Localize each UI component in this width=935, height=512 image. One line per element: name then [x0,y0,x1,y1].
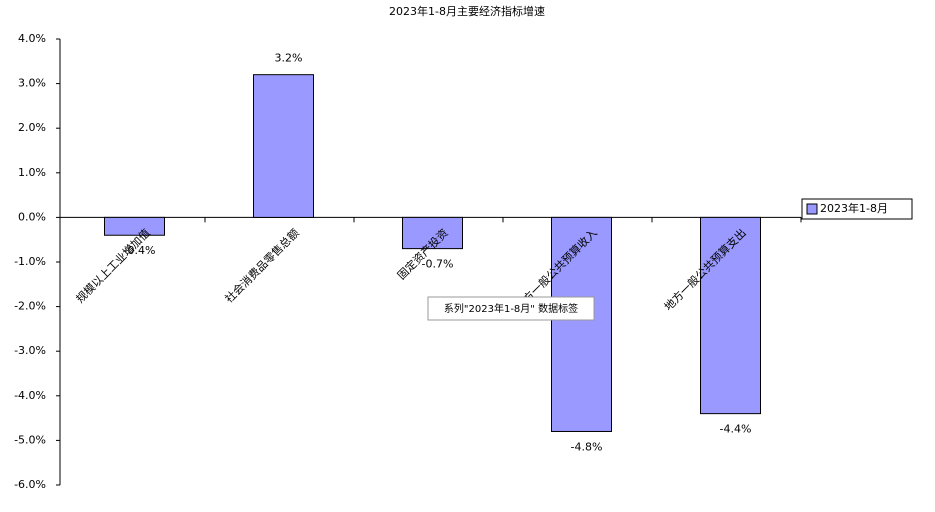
value-label: -0.7% [422,258,454,271]
y-tick-label: -3.0% [14,344,46,357]
bar [551,216,612,432]
y-tick-label: 1.0% [18,166,46,179]
tooltip-box [427,296,595,321]
bar [104,216,165,236]
y-tick-label: -6.0% [14,478,46,491]
x-tick-label: 社会消费品零售总额 [222,226,302,306]
legend-label: 2023年1-8月 [820,201,888,215]
tooltip: 系列"2023年1-8月" 数据标签 [444,302,578,315]
bar [700,216,761,415]
y-tick-label: -4.0% [14,389,46,402]
y-tick-label: 2.0% [18,121,46,134]
value-label: 3.2% [275,52,303,65]
y-tick-label: 3.0% [18,77,46,90]
y-tick-label: -1.0% [14,255,46,268]
value-label: -0.4% [124,244,156,257]
y-tick-label: -5.0% [14,433,46,446]
value-label: -4.4% [720,423,752,436]
bar [402,216,463,250]
legend-box [801,198,913,220]
value-label: -4.8% [571,440,603,453]
y-tick-label: -2.0% [14,300,46,313]
bar [253,74,314,218]
y-tick-label: 4.0% [18,32,46,45]
x-tick-label: 规模以上工业增加值 [73,226,153,306]
legend-swatch [806,203,818,215]
y-tick-label: 0.0% [18,210,46,223]
chart-title: 2023年1-8月主要经济指标增速 [389,4,545,18]
